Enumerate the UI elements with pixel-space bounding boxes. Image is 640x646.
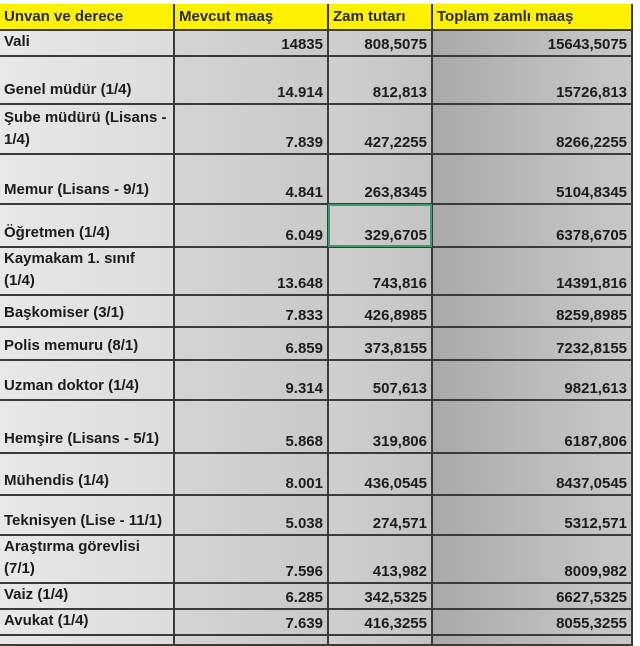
cell-toplam[interactable]: 5104,8345 — [432, 154, 633, 205]
cell-empty[interactable] — [328, 635, 433, 646]
cell-unvan[interactable]: Uzman doktor (1/4) — [0, 360, 175, 401]
salary-table: Unvan ve derece Mevcut maaş Zam tutarı T… — [0, 4, 633, 646]
cell-mevcut[interactable]: 7.833 — [174, 295, 329, 328]
cell-zam[interactable]: 507,613 — [328, 360, 433, 401]
cell-zam[interactable]: 319,806 — [328, 400, 433, 454]
cell-unvan[interactable]: Başkomiser (3/1) — [0, 295, 175, 328]
table-row: Avukat (1/4) 7.639 416,3255 8055,3255 — [0, 609, 633, 636]
table-row: Şube müdürü (Lisans - 1/4) 7.839 427,225… — [0, 104, 633, 155]
table-row: Teknisyen (Lise - 11/1) 5.038 274,571 53… — [0, 495, 633, 536]
cell-mevcut[interactable]: 6.859 — [174, 327, 329, 361]
cell-zam[interactable]: 426,8985 — [328, 295, 433, 328]
table-row: Başkomiser (3/1) 7.833 426,8985 8259,898… — [0, 295, 633, 328]
cell-toplam[interactable]: 6378,6705 — [432, 204, 633, 248]
table-row: Polis memuru (8/1) 6.859 373,8155 7232,8… — [0, 327, 633, 361]
cell-mevcut[interactable]: 7.596 — [174, 535, 329, 584]
cell-toplam[interactable]: 14391,816 — [432, 247, 633, 296]
table-row: Araştırma görevlisi (7/1) 7.596 413,982 … — [0, 535, 633, 584]
cell-zam[interactable]: 342,5325 — [328, 583, 433, 610]
cell-zam[interactable]: 263,8345 — [328, 154, 433, 205]
cell-unvan[interactable]: Mühendis (1/4) — [0, 453, 175, 496]
cell-unvan[interactable]: Vali — [0, 30, 175, 57]
cell-zam-selected[interactable]: 329,6705 — [328, 204, 433, 248]
cell-zam[interactable]: 743,816 — [328, 247, 433, 296]
cell-unvan[interactable]: Avukat (1/4) — [0, 609, 175, 636]
spreadsheet: Unvan ve derece Mevcut maaş Zam tutarı T… — [0, 4, 633, 646]
header-zam[interactable]: Zam tutarı — [327, 4, 433, 31]
cell-toplam[interactable]: 8437,0545 — [432, 453, 633, 496]
cell-toplam[interactable]: 15726,813 — [432, 56, 633, 105]
cell-zam[interactable]: 436,0545 — [328, 453, 433, 496]
cell-unvan[interactable]: Hemşire (Lisans - 5/1) — [0, 400, 175, 454]
cell-toplam[interactable]: 6187,806 — [432, 400, 633, 454]
table-row: Kaymakam 1. sınıf (1/4) 13.648 743,816 1… — [0, 247, 633, 296]
cell-mevcut[interactable]: 13.648 — [174, 247, 329, 296]
cell-zam[interactable]: 373,8155 — [328, 327, 433, 361]
cell-mevcut[interactable]: 7.839 — [174, 104, 329, 155]
header-toplam[interactable]: Toplam zamlı maaş — [432, 4, 633, 31]
cell-mevcut[interactable]: 8.001 — [174, 453, 329, 496]
cell-toplam[interactable]: 6627,5325 — [432, 583, 633, 610]
cell-mevcut[interactable]: 14835 — [174, 30, 329, 57]
cell-toplam[interactable]: 5312,571 — [432, 495, 633, 536]
header-unvan[interactable]: Unvan ve derece — [0, 4, 175, 31]
cell-toplam[interactable]: 8259,8985 — [432, 295, 633, 328]
table-row: Memur (Lisans - 9/1) 4.841 263,8345 5104… — [0, 154, 633, 205]
cell-mevcut[interactable]: 14.914 — [174, 56, 329, 105]
table-row: Mühendis (1/4) 8.001 436,0545 8437,0545 — [0, 453, 633, 496]
cell-unvan[interactable]: Şube müdürü (Lisans - 1/4) — [0, 104, 175, 155]
cell-unvan[interactable]: Öğretmen (1/4) — [0, 204, 175, 248]
table-row: Genel müdür (1/4) 14.914 812,813 15726,8… — [0, 56, 633, 105]
header-row: Unvan ve derece Mevcut maaş Zam tutarı T… — [0, 4, 633, 31]
cell-unvan[interactable]: Vaiz (1/4) — [0, 583, 175, 610]
cell-unvan[interactable]: Araştırma görevlisi (7/1) — [0, 535, 175, 584]
cell-mevcut[interactable]: 6.285 — [174, 583, 329, 610]
cell-unvan[interactable]: Memur (Lisans - 9/1) — [0, 154, 175, 205]
cell-zam[interactable]: 274,571 — [328, 495, 433, 536]
cell-zam[interactable]: 808,5075 — [328, 30, 433, 57]
cell-mevcut[interactable]: 5.868 — [174, 400, 329, 454]
cell-toplam[interactable]: 15643,5075 — [432, 30, 633, 57]
table-row: Hemşire (Lisans - 5/1) 5.868 319,806 618… — [0, 400, 633, 454]
table-row-empty — [0, 635, 633, 646]
cell-mevcut[interactable]: 5.038 — [174, 495, 329, 536]
table-row: Vaiz (1/4) 6.285 342,5325 6627,5325 — [0, 583, 633, 610]
cell-zam[interactable]: 413,982 — [328, 535, 433, 584]
table-row: Uzman doktor (1/4) 9.314 507,613 9821,61… — [0, 360, 633, 401]
header-mevcut[interactable]: Mevcut maaş — [174, 4, 329, 31]
cell-toplam[interactable]: 8009,982 — [432, 535, 633, 584]
cell-mevcut[interactable]: 4.841 — [174, 154, 329, 205]
cell-toplam[interactable]: 8266,2255 — [432, 104, 633, 155]
cell-mevcut[interactable]: 7.639 — [174, 609, 329, 636]
cell-zam[interactable]: 812,813 — [328, 56, 433, 105]
cell-unvan[interactable]: Genel müdür (1/4) — [0, 56, 175, 105]
cell-zam[interactable]: 416,3255 — [328, 609, 433, 636]
table-row: Öğretmen (1/4) 6.049 329,6705 6378,6705 — [0, 204, 633, 248]
cell-toplam[interactable]: 9821,613 — [432, 360, 633, 401]
cell-unvan[interactable]: Kaymakam 1. sınıf (1/4) — [0, 247, 175, 296]
cell-zam[interactable]: 427,2255 — [328, 104, 433, 155]
cell-toplam[interactable]: 8055,3255 — [432, 609, 633, 636]
cell-mevcut[interactable]: 9.314 — [174, 360, 329, 401]
cell-empty[interactable] — [0, 635, 175, 646]
cell-toplam[interactable]: 7232,8155 — [432, 327, 633, 361]
cell-empty[interactable] — [174, 635, 329, 646]
cell-unvan[interactable]: Polis memuru (8/1) — [0, 327, 175, 361]
cell-empty[interactable] — [432, 635, 633, 646]
cell-unvan[interactable]: Teknisyen (Lise - 11/1) — [0, 495, 175, 536]
cell-mevcut[interactable]: 6.049 — [174, 204, 329, 248]
table-row: Vali 14835 808,5075 15643,5075 — [0, 30, 633, 57]
